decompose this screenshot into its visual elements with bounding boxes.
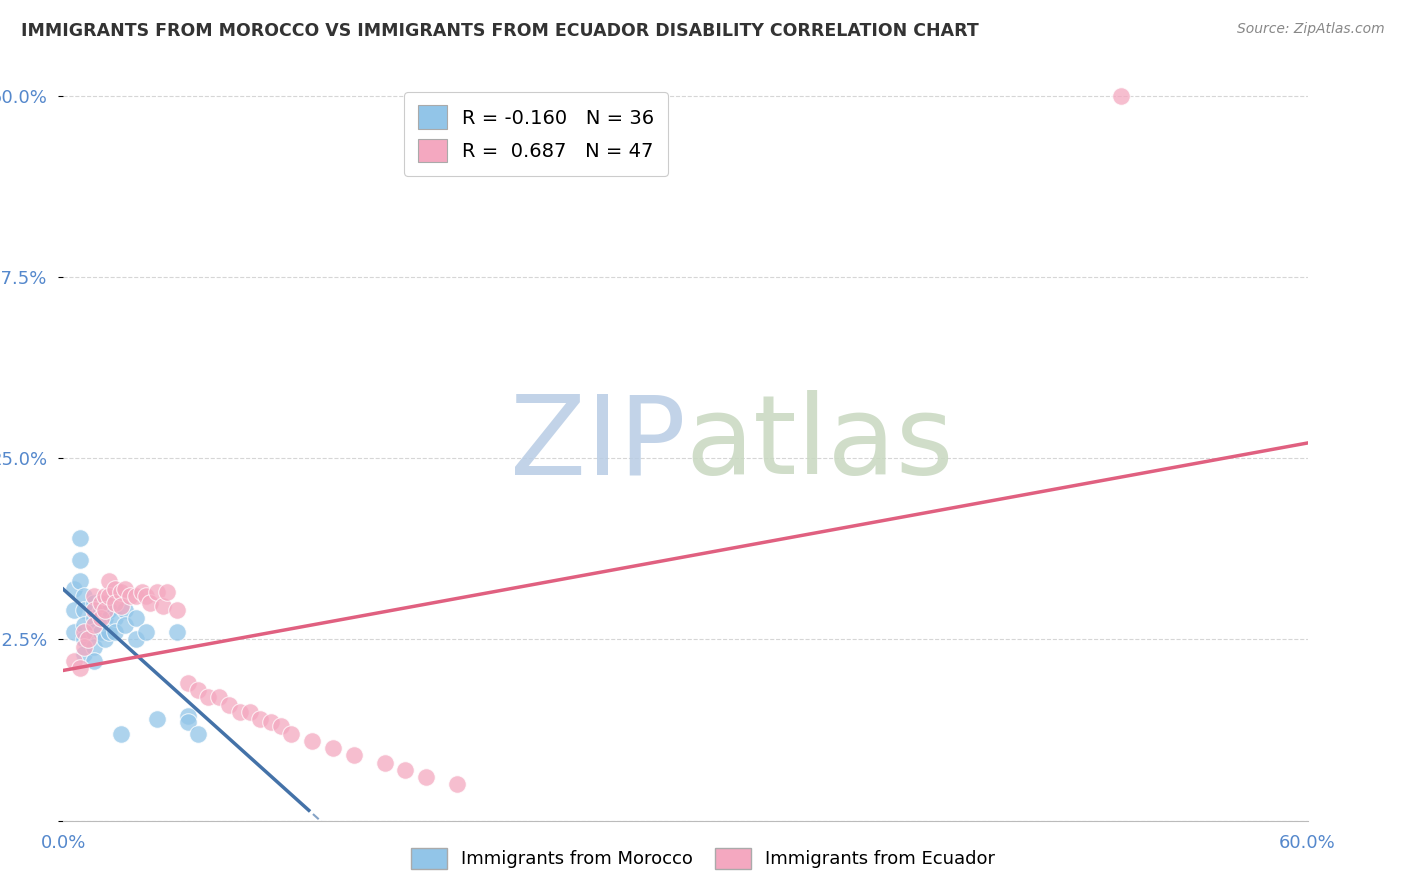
Point [83,596,105,610]
Point [218,698,240,712]
Point [93,603,117,617]
Point [97,574,120,589]
Point [77,632,100,647]
Point [197,690,219,705]
Point [62,582,84,596]
Point [104,596,127,610]
Point [73,647,96,661]
Point [97,603,120,617]
Point [118,589,141,603]
Point [104,582,127,596]
Point [90,611,112,625]
Point [208,690,231,705]
Text: atlas: atlas [686,391,953,497]
Point [69,531,91,545]
Point [110,726,132,740]
Point [394,763,416,777]
Point [239,705,262,719]
Point [73,632,96,647]
Text: IMMIGRANTS FROM MOROCCO VS IMMIGRANTS FROM ECUADOR DISABILITY CORRELATION CHART: IMMIGRANTS FROM MOROCCO VS IMMIGRANTS FR… [21,22,979,40]
Point [110,584,132,599]
Point [97,589,120,603]
Point [83,611,105,625]
Point [69,574,91,589]
Point [145,584,167,599]
Point [301,734,323,748]
Point [73,640,96,654]
Point [177,709,200,723]
Text: ZIP: ZIP [510,391,686,497]
Point [73,603,96,617]
Point [177,715,200,730]
Point [145,712,167,726]
Point [131,584,153,599]
Point [374,756,396,770]
Point [187,726,209,740]
Point [166,625,188,640]
Point [125,611,148,625]
Point [83,618,105,632]
Point [90,603,112,617]
Point [125,632,148,647]
Point [104,611,127,625]
Point [104,625,127,640]
Point [69,661,91,675]
Point [187,683,209,698]
Point [166,603,188,617]
Point [1109,89,1132,103]
Point [93,632,117,647]
Point [135,625,157,640]
Point [62,625,84,640]
Point [228,705,250,719]
Point [73,618,96,632]
Point [114,618,136,632]
Point [139,596,162,610]
Point [83,625,105,640]
Text: Source: ZipAtlas.com: Source: ZipAtlas.com [1237,22,1385,37]
Point [90,596,112,610]
Point [177,676,200,690]
Point [62,603,84,617]
Point [280,726,302,740]
Point [446,777,468,791]
Legend: Immigrants from Morocco, Immigrants from Ecuador: Immigrants from Morocco, Immigrants from… [404,840,1002,876]
Point [69,553,91,567]
Point [114,582,136,596]
Point [90,625,112,640]
Point [114,603,136,617]
Point [110,599,132,614]
Point [93,611,117,625]
Point [83,589,105,603]
Point [73,625,96,640]
Point [156,584,179,599]
Point [415,770,437,784]
Legend: R = -0.160   N = 36, R =  0.687   N = 47: R = -0.160 N = 36, R = 0.687 N = 47 [404,92,668,176]
Point [73,589,96,603]
Point [62,654,84,668]
Point [83,654,105,668]
Point [93,596,117,610]
Point [83,640,105,654]
Point [322,741,344,756]
Point [97,625,120,640]
Point [270,719,292,733]
Point [343,748,366,763]
Point [260,715,283,730]
Point [125,589,148,603]
Point [152,599,174,614]
Point [135,589,157,603]
Point [249,712,271,726]
Point [93,589,117,603]
Point [83,603,105,617]
